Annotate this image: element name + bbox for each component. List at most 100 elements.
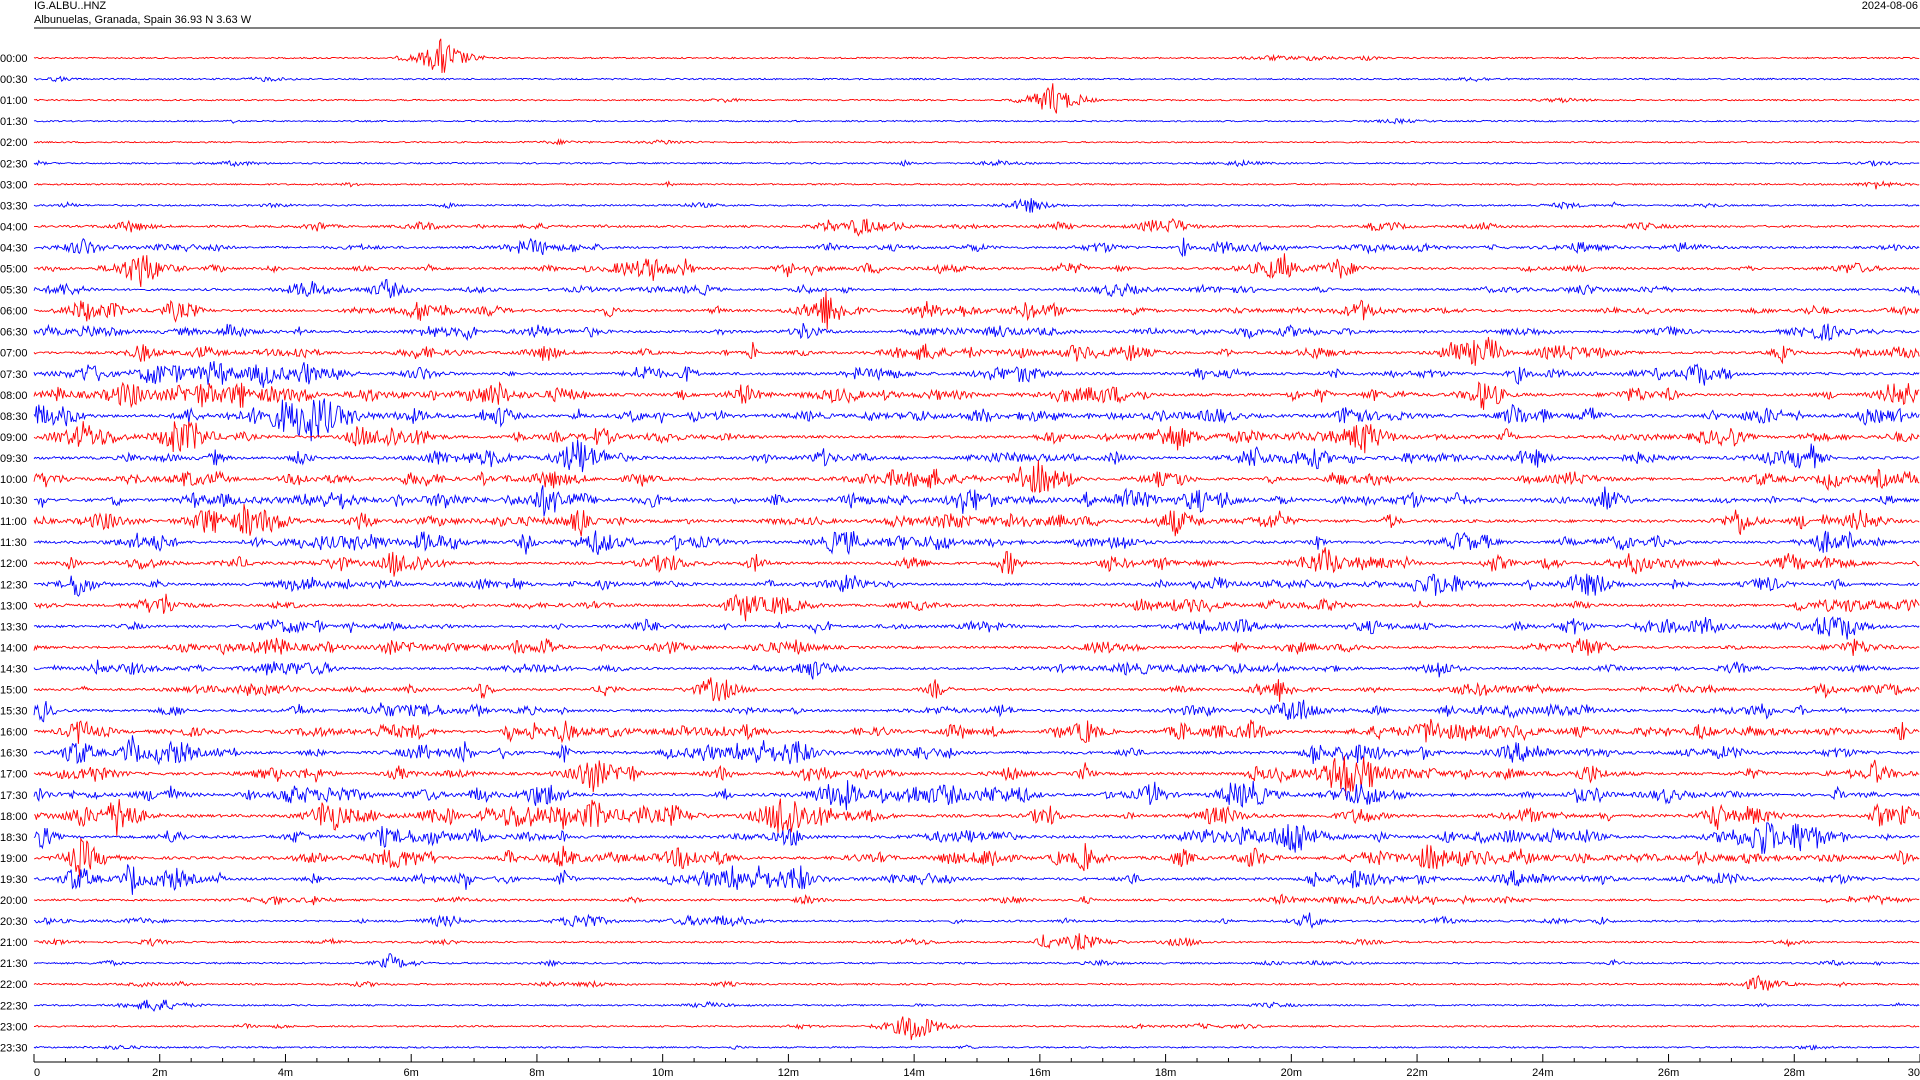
row-time-label: 22:30 — [0, 1000, 28, 1012]
trace-row — [34, 1016, 1920, 1041]
row-time-label: 13:00 — [0, 600, 28, 612]
trace-row — [33, 485, 1920, 517]
row-time-label: 13:30 — [0, 621, 28, 633]
row-time-label: 18:30 — [0, 832, 28, 844]
row-time-label: 11:30 — [0, 537, 27, 549]
row-time-label: 08:00 — [0, 390, 28, 402]
trace-row — [33, 530, 1920, 556]
trace-row — [33, 593, 1920, 622]
row-time-label: 04:30 — [0, 243, 28, 255]
row-time-label: 05:00 — [0, 264, 28, 276]
trace-row — [33, 398, 1920, 442]
x-tick-label: 24m — [1532, 1067, 1553, 1079]
row-time-label: 00:00 — [0, 53, 28, 65]
row-time-label: 20:30 — [0, 916, 28, 928]
row-time-label: 09:30 — [0, 453, 28, 465]
row-time-label: 12:30 — [0, 579, 28, 591]
trace-row — [33, 616, 1920, 640]
row-time-label: 14:30 — [0, 664, 28, 676]
trace-row — [33, 83, 1920, 114]
trace-row — [33, 933, 1920, 951]
row-time-label: 20:00 — [0, 895, 28, 907]
row-time-label: 08:30 — [0, 411, 28, 423]
time-axis: 0 2m 4m 6m 8m 10m 12m 14m 16m 18m 20m 22m 24m 26m 28m 3… — [33, 1054, 1920, 1079]
row-time-label: 19:30 — [0, 874, 28, 886]
trace-row — [33, 718, 1920, 744]
row-time-label: 01:30 — [0, 116, 28, 128]
row-time-label: 12:00 — [0, 558, 28, 570]
x-tick-label: 14m — [903, 1067, 924, 1079]
trace-row — [33, 780, 1920, 811]
x-tick-label: 10m — [652, 1067, 673, 1079]
trace-row — [33, 573, 1920, 597]
x-tick-label: 20m — [1281, 1067, 1302, 1079]
x-tick-label: 16m — [1029, 1067, 1050, 1079]
trace-row — [33, 278, 1920, 299]
trace-row — [33, 547, 1920, 577]
row-time-label: 17:30 — [0, 790, 28, 802]
trace-row — [33, 735, 1920, 766]
row-time-label: 15:00 — [0, 685, 28, 697]
station-location: Albunuelas, Granada, Spain 36.93 N 3.63 … — [34, 14, 252, 26]
row-time-label: 07:00 — [0, 348, 28, 360]
trace-row — [33, 893, 1920, 906]
trace-row — [33, 755, 1920, 797]
row-time-label: 06:30 — [0, 327, 28, 339]
trace-row — [33, 460, 1920, 494]
row-time-label: 18:00 — [0, 811, 28, 823]
x-tick-label: 4m — [278, 1067, 293, 1079]
trace-row — [33, 421, 1920, 454]
trace-row — [33, 381, 1920, 410]
row-time-label: 05:30 — [0, 285, 28, 297]
row-time-label: 17:00 — [0, 769, 28, 781]
x-tick-label: 0 — [34, 1067, 40, 1079]
trace-row — [33, 912, 1920, 929]
trace-row — [33, 822, 1920, 854]
row-time-label: 10:00 — [0, 474, 28, 486]
trace-row — [33, 336, 1920, 366]
trace-row — [33, 504, 1920, 537]
row-time-label: 16:00 — [0, 727, 28, 739]
row-time-label: 21:00 — [0, 937, 28, 949]
x-tick-label: 22m — [1406, 1067, 1427, 1079]
trace-row — [33, 699, 1920, 723]
x-tick-label: 2m — [152, 1067, 167, 1079]
trace-row — [33, 217, 1920, 237]
row-time-label: 14:00 — [0, 642, 28, 654]
trace-row — [33, 291, 1920, 330]
row-time-label: 21:30 — [0, 958, 28, 970]
station-title: IG.ALBU..HNZ — [34, 0, 106, 12]
row-time-label: 11:00 — [0, 516, 27, 528]
trace-row — [33, 180, 1920, 190]
row-time-label: 03:00 — [0, 179, 28, 191]
row-time-label: 03:30 — [0, 200, 28, 212]
trace-row — [33, 864, 1920, 895]
trace-row — [33, 75, 1920, 83]
row-time-label: 07:30 — [0, 369, 28, 381]
x-tick-label: 12m — [778, 1067, 799, 1079]
trace-row — [33, 999, 1920, 1012]
x-tick-label: 6m — [404, 1067, 419, 1079]
record-date: 2024-08-06 — [1862, 0, 1918, 12]
trace-row — [33, 439, 1920, 473]
row-time-label: 23:30 — [0, 1042, 28, 1054]
row-time-label: 06:00 — [0, 306, 28, 318]
x-tick-label: 18m — [1155, 1067, 1176, 1079]
trace-row — [33, 117, 1920, 126]
row-time-label: 02:00 — [0, 137, 28, 149]
x-tick-label: 26m — [1658, 1067, 1679, 1079]
row-time-label: 01:00 — [0, 95, 28, 107]
trace-row — [33, 158, 1920, 168]
trace-row — [33, 38, 1920, 74]
trace-row — [33, 138, 1920, 146]
row-time-labels: 00:00 00:30 01:00 01:30 02:00 02:30 03:00 03:30… — [0, 53, 28, 1054]
row-time-label: 16:30 — [0, 748, 28, 760]
trace-row — [33, 637, 1920, 656]
row-time-label: 19:00 — [0, 853, 28, 865]
x-tick-label: 8m — [529, 1067, 544, 1079]
trace-row — [33, 322, 1920, 342]
trace-row — [33, 974, 1920, 991]
trace-row — [33, 253, 1920, 288]
trace-row — [33, 361, 1920, 388]
